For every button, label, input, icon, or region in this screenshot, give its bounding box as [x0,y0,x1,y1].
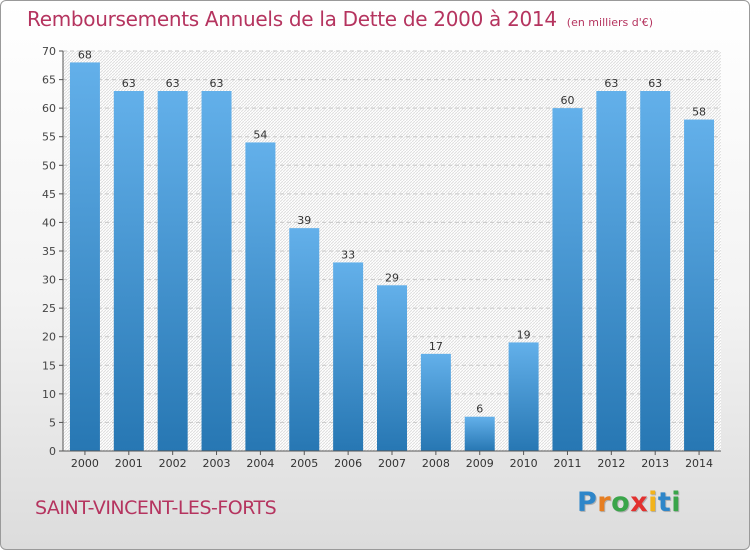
y-tick-label: 55 [42,131,56,144]
bar-value-label: 17 [429,340,443,353]
bar-value-label: 54 [253,128,267,141]
y-tick-label: 40 [42,216,56,229]
chart-title: Remboursements Annuels de la Dette de 20… [27,7,653,31]
bar-2008 [420,353,451,451]
x-tick-label: 2010 [510,457,538,470]
chart-unit: (en milliers d'€) [566,16,654,29]
y-tick-label: 0 [49,445,56,458]
bar-value-label: 33 [341,248,355,261]
logo-letter: r [597,487,612,518]
x-tick-label: 2011 [553,457,581,470]
bar-value-label: 19 [517,328,531,341]
bar-2013 [640,91,671,451]
x-tick-label: 2007 [378,457,406,470]
y-tick-label: 65 [42,74,56,87]
bar-2010 [508,342,539,451]
x-tick-label: 2003 [203,457,231,470]
x-tick-label: 2014 [685,457,713,470]
bar-value-label: 60 [560,94,574,107]
bar-2012 [596,91,627,451]
bar-2005 [289,228,320,451]
x-tick-label: 2002 [159,457,187,470]
logo-letter: P [577,487,598,518]
y-tick-label: 35 [42,245,56,258]
bar-2004 [245,142,276,451]
bar-2003 [201,91,232,451]
bar-value-label: 63 [166,77,180,90]
logo-letter: i [648,487,658,518]
y-tick-label: 70 [42,45,56,58]
x-tick-label: 2001 [115,457,143,470]
bar-value-label: 39 [297,214,311,227]
commune-name: SAINT-VINCENT-LES-FORTS [35,497,277,519]
y-tick-label: 60 [42,102,56,115]
bar-value-label: 58 [692,106,706,119]
bar-2009 [464,416,495,451]
proxiti-logo: Proxiti [577,487,681,518]
bar-value-label: 6 [476,403,483,416]
bar-value-label: 63 [210,77,224,90]
chart-title-text: Remboursements Annuels de la Dette de 20… [27,7,557,31]
bar-2000 [69,62,100,452]
bar-value-label: 63 [648,77,662,90]
y-tick-label: 20 [42,331,56,344]
bar-2011 [552,108,583,452]
y-tick-label: 25 [42,302,56,315]
x-tick-label: 2009 [466,457,494,470]
y-tick-label: 5 [49,416,56,429]
logo-letter: t [657,487,672,518]
bar-2001 [113,91,144,451]
x-tick-label: 2000 [71,457,99,470]
logo-letter: o [611,487,631,518]
x-tick-label: 2013 [641,457,669,470]
bar-value-label: 29 [385,271,399,284]
logo-letter: x [630,487,649,518]
y-tick-label: 45 [42,188,56,201]
bar-value-label: 63 [604,77,618,90]
y-tick-label: 10 [42,388,56,401]
x-tick-label: 2008 [422,457,450,470]
bar-value-label: 68 [78,48,92,61]
logo-letter: i [671,487,682,518]
x-tick-label: 2012 [597,457,625,470]
y-tick-label: 15 [42,359,56,372]
y-tick-label: 30 [42,274,56,287]
x-tick-label: 2005 [290,457,318,470]
x-tick-label: 2006 [334,457,362,470]
y-tick-label: 50 [42,159,56,172]
bar-value-label: 63 [122,77,136,90]
x-tick-label: 2004 [246,457,274,470]
bar-2007 [377,285,407,451]
bar-2002 [157,91,188,451]
bar-2006 [333,262,364,451]
bar-2014 [684,119,715,452]
